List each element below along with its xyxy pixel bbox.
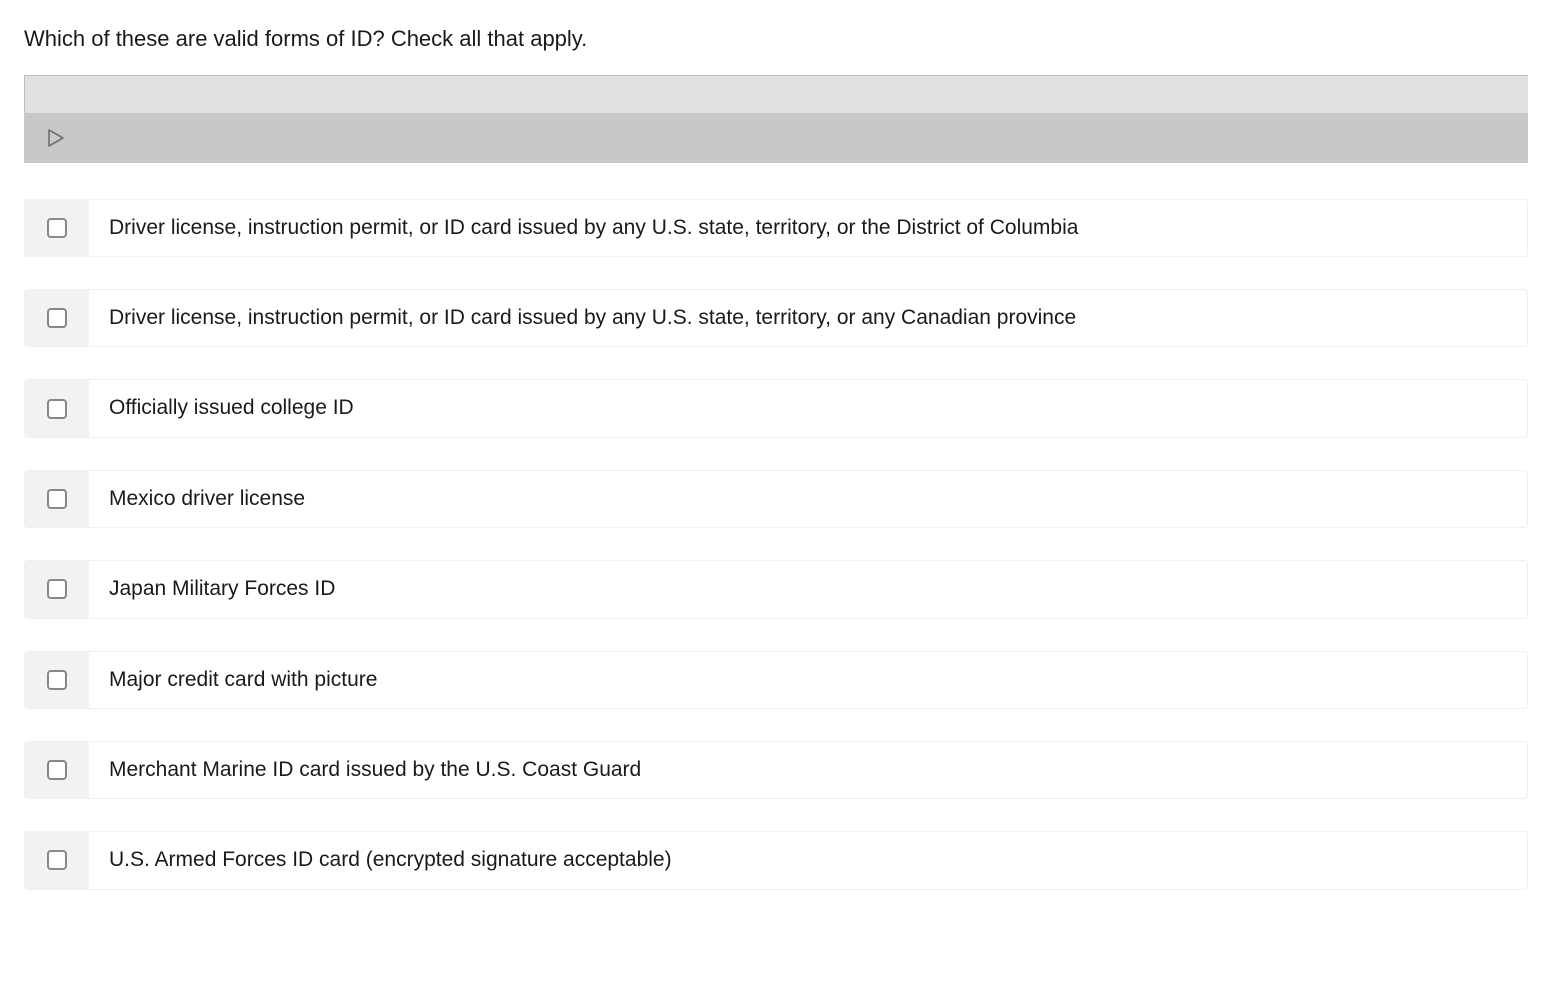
option-row[interactable]: Major credit card with picture: [24, 651, 1528, 709]
checkbox[interactable]: [47, 218, 67, 238]
checkbox-cell: [25, 380, 89, 436]
checkbox[interactable]: [47, 308, 67, 328]
checkbox[interactable]: [47, 850, 67, 870]
checkbox-cell: [25, 471, 89, 527]
checkbox[interactable]: [47, 670, 67, 690]
checkbox-cell: [25, 832, 89, 888]
checkbox[interactable]: [47, 760, 67, 780]
media-bar-bottom: [24, 113, 1528, 163]
option-row[interactable]: Merchant Marine ID card issued by the U.…: [24, 741, 1528, 799]
option-row[interactable]: Japan Military Forces ID: [24, 560, 1528, 618]
option-row[interactable]: Driver license, instruction permit, or I…: [24, 289, 1528, 347]
option-label: Mexico driver license: [89, 471, 1527, 527]
checkbox-cell: [25, 652, 89, 708]
checkbox[interactable]: [47, 489, 67, 509]
option-label: U.S. Armed Forces ID card (encrypted sig…: [89, 832, 1527, 888]
checkbox-cell: [25, 561, 89, 617]
option-label: Major credit card with picture: [89, 652, 1527, 708]
checkbox-cell: [25, 742, 89, 798]
checkbox-cell: [25, 200, 89, 256]
checkbox[interactable]: [47, 579, 67, 599]
media-bar-top: [24, 75, 1528, 113]
option-label: Driver license, instruction permit, or I…: [89, 290, 1527, 346]
option-label: Merchant Marine ID card issued by the U.…: [89, 742, 1527, 798]
option-label: Driver license, instruction permit, or I…: [89, 200, 1527, 256]
play-icon[interactable]: [46, 128, 66, 148]
option-label: Officially issued college ID: [89, 380, 1527, 436]
option-row[interactable]: Mexico driver license: [24, 470, 1528, 528]
question-text: Which of these are valid forms of ID? Ch…: [24, 24, 1528, 55]
option-row[interactable]: Officially issued college ID: [24, 379, 1528, 437]
option-row[interactable]: Driver license, instruction permit, or I…: [24, 199, 1528, 257]
checkbox-cell: [25, 290, 89, 346]
options-list: Driver license, instruction permit, or I…: [24, 199, 1528, 890]
option-row[interactable]: U.S. Armed Forces ID card (encrypted sig…: [24, 831, 1528, 889]
option-label: Japan Military Forces ID: [89, 561, 1527, 617]
checkbox[interactable]: [47, 399, 67, 419]
